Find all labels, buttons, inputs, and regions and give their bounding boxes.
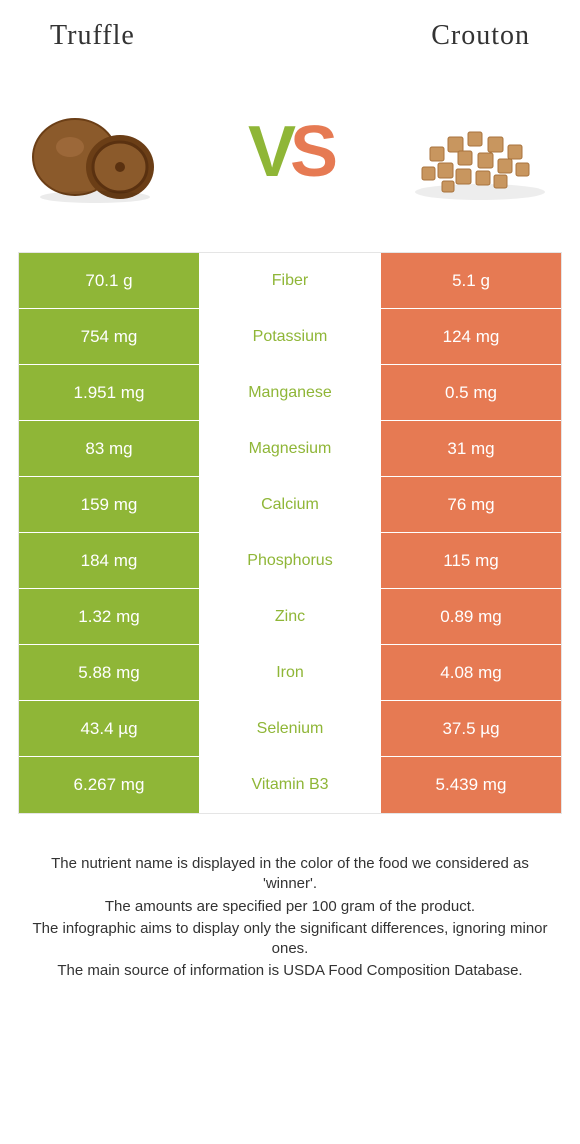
right-value: 4.08 mg: [381, 645, 561, 700]
nutrient-name: Fiber: [199, 253, 381, 308]
table-row: 5.88 mgIron4.08 mg: [19, 645, 561, 701]
hero-row: VS: [0, 52, 580, 252]
nutrient-name: Vitamin B3: [199, 757, 381, 813]
left-food-title: Truffle: [50, 20, 135, 52]
right-value: 0.89 mg: [381, 589, 561, 644]
right-value: 31 mg: [381, 421, 561, 476]
left-value: 6.267 mg: [19, 757, 199, 813]
left-value: 184 mg: [19, 533, 199, 588]
table-row: 1.32 mgZinc0.89 mg: [19, 589, 561, 645]
nutrient-name: Phosphorus: [199, 533, 381, 588]
left-value: 1.951 mg: [19, 365, 199, 420]
footer-line: The amounts are specified per 100 gram o…: [30, 897, 550, 917]
nutrient-table: 70.1 gFiber5.1 g754 mgPotassium124 mg1.9…: [18, 252, 562, 814]
table-row: 70.1 gFiber5.1 g: [19, 253, 561, 309]
vs-label: VS: [248, 111, 332, 193]
right-value: 76 mg: [381, 477, 561, 532]
table-row: 1.951 mgManganese0.5 mg: [19, 365, 561, 421]
right-food-title: Crouton: [431, 20, 530, 52]
right-value: 5.1 g: [381, 253, 561, 308]
right-value: 5.439 mg: [381, 757, 561, 813]
crouton-image: [400, 87, 560, 217]
nutrient-name: Iron: [199, 645, 381, 700]
left-value: 1.32 mg: [19, 589, 199, 644]
left-value: 43.4 µg: [19, 701, 199, 756]
left-value: 70.1 g: [19, 253, 199, 308]
table-row: 159 mgCalcium76 mg: [19, 477, 561, 533]
truffle-image: [20, 87, 180, 217]
table-row: 43.4 µgSelenium37.5 µg: [19, 701, 561, 757]
footer-line: The infographic aims to display only the…: [30, 919, 550, 960]
nutrient-name: Magnesium: [199, 421, 381, 476]
vs-s: S: [290, 111, 332, 193]
table-row: 754 mgPotassium124 mg: [19, 309, 561, 365]
right-value: 115 mg: [381, 533, 561, 588]
table-row: 83 mgMagnesium31 mg: [19, 421, 561, 477]
left-value: 754 mg: [19, 309, 199, 364]
right-value: 37.5 µg: [381, 701, 561, 756]
vs-v: V: [248, 111, 290, 193]
nutrient-name: Manganese: [199, 365, 381, 420]
nutrient-name: Calcium: [199, 477, 381, 532]
table-row: 6.267 mgVitamin B35.439 mg: [19, 757, 561, 813]
left-value: 159 mg: [19, 477, 199, 532]
nutrient-name: Potassium: [199, 309, 381, 364]
right-value: 124 mg: [381, 309, 561, 364]
footer-notes: The nutrient name is displayed in the co…: [0, 814, 580, 1004]
footer-line: The main source of information is USDA F…: [30, 961, 550, 981]
nutrient-name: Zinc: [199, 589, 381, 644]
table-row: 184 mgPhosphorus115 mg: [19, 533, 561, 589]
nutrient-name: Selenium: [199, 701, 381, 756]
left-value: 5.88 mg: [19, 645, 199, 700]
footer-line: The nutrient name is displayed in the co…: [30, 854, 550, 895]
right-value: 0.5 mg: [381, 365, 561, 420]
left-value: 83 mg: [19, 421, 199, 476]
title-row: Truffle Crouton: [0, 0, 580, 52]
